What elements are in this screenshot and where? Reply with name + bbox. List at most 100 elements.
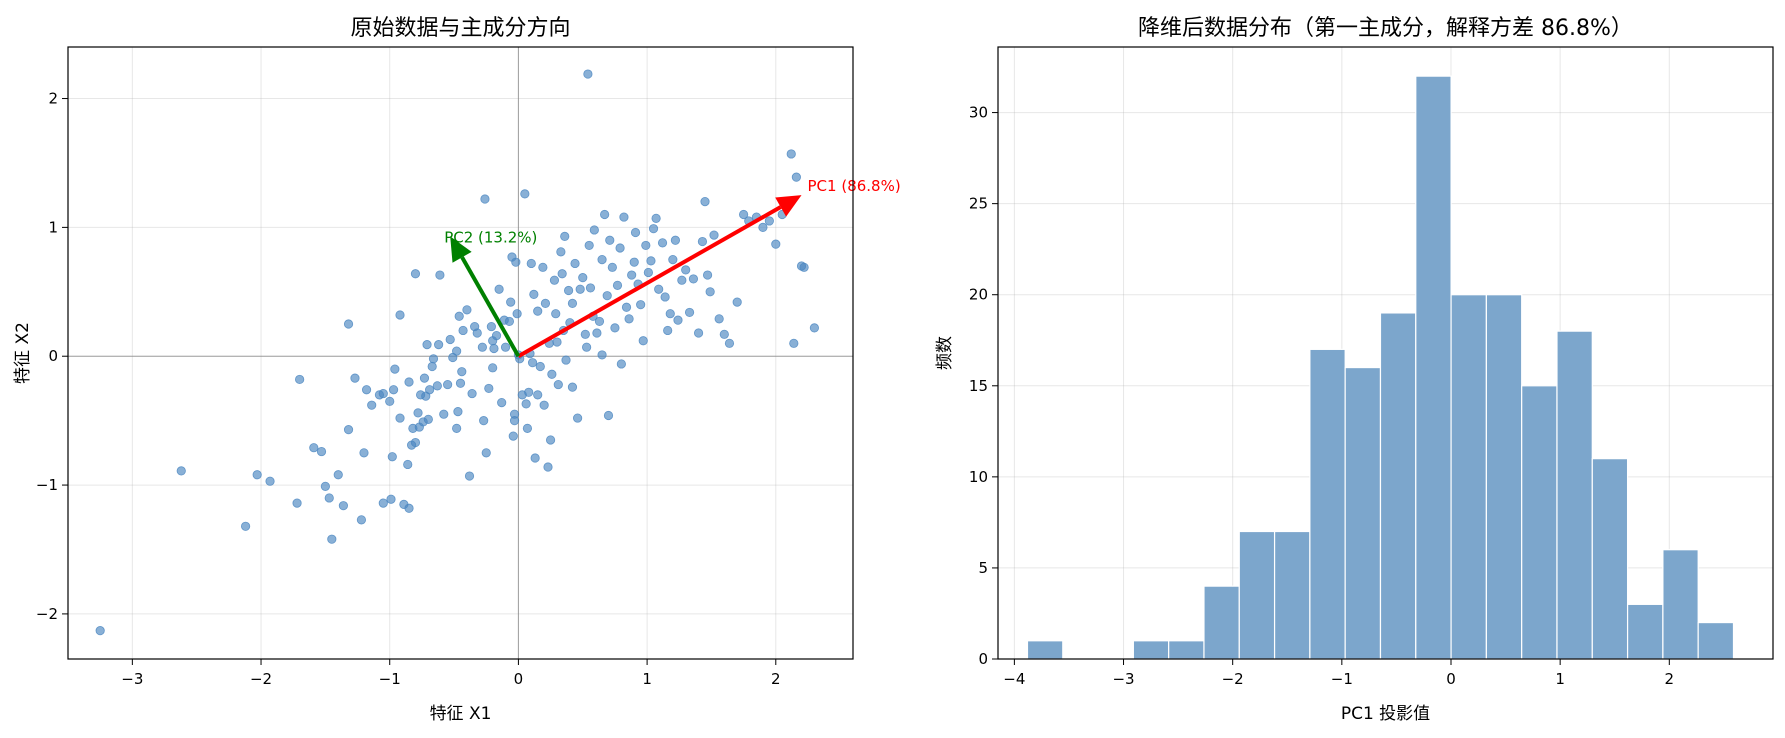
scatter-point [395,413,405,423]
scatter-point [809,323,819,333]
scatter-point [458,325,468,336]
scatter-point [673,315,683,325]
scatter-point [443,379,453,390]
scatter-point [791,172,801,182]
scatter-point [333,470,343,480]
left-chart-panel: PC1 (86.8%) PC2 (13.2%) −3 −2 −1 0 1 2 −2 −1 0 1 2… [13,16,901,724]
scatter-point [320,481,330,491]
scatter-point [388,385,399,395]
scatter-point [583,69,593,79]
scatter-point [547,369,557,379]
scatter-point [570,258,580,269]
scatter-point [419,373,430,383]
scatter-point [702,270,713,280]
scatter-point [563,285,574,296]
right-x-tick-label: −4 [1003,670,1025,688]
scatter-point [395,310,405,320]
scatter-point [700,197,710,207]
scatter-point [486,321,496,332]
scatter-point [600,209,610,220]
scatter-point [597,350,607,360]
left-x-ticks: −3 −2 −1 0 1 2 [121,659,781,688]
scatter-point [684,307,695,318]
right-y-tick-label: 20 [969,286,988,304]
left-y-axis-label: 特征 X2 [13,322,33,384]
scatter-point [624,314,634,324]
scatter-point [457,367,467,377]
histogram-bar [1662,549,1699,660]
scatter-point [688,274,699,284]
scatter-point [697,236,708,247]
scatter-point [327,534,337,544]
left-x-tick-label: 2 [771,670,781,688]
scatter-point [422,340,432,350]
scatter-point [630,227,641,238]
scatter-point [636,300,646,310]
scatter-point [597,254,607,265]
scatter-point [452,346,462,356]
left-y-tick-label: 2 [48,90,58,108]
scatter-point [454,311,464,321]
right-plot-frame [997,46,1774,660]
histogram-bar [1485,294,1523,660]
scatter-point [670,235,681,245]
scatter-point [477,342,487,352]
left-y-tick-label: −2 [36,605,58,623]
scatter-point [553,379,563,390]
scatter-point [660,292,670,302]
histogram-bar [1591,458,1629,660]
histogram-bar [1203,585,1240,660]
right-y-tick-label: 15 [969,377,988,395]
scatter-point [338,501,348,511]
scatter-point [629,257,639,267]
scatter-point [530,453,540,463]
scatter-point [585,283,596,293]
scatter-point [551,309,561,319]
scatter-point [524,387,534,397]
scatter-point [522,423,533,433]
scatter-point [573,413,583,423]
scatter-point [771,239,781,249]
scatter-point [705,287,715,297]
scatter-point [764,216,774,226]
scatter-point [582,342,592,352]
scatter-point [494,284,504,294]
scatter-point [709,230,719,240]
scatter-point [434,340,444,350]
left-x-tick-label: −1 [379,670,401,688]
scatter-point [520,189,530,199]
scatter-point [410,437,421,448]
scatter-point [594,316,605,327]
left-x-tick-label: −3 [121,670,143,688]
scatter-point [529,289,539,299]
scatter-point [668,254,678,265]
scatter-point [714,314,724,324]
right-y-tick-label: 0 [978,650,988,668]
scatter-point [799,262,809,272]
scatter-point [580,329,590,339]
scatter-point [512,309,522,319]
scatter-point [739,209,749,220]
right-chart-panel: −4 −3 −2 −1 0 1 2 0 5 10 15 20 25 30 降维后数据分布（第一主成分，解… [935,16,1774,724]
scatter-point [500,342,511,352]
scatter-point [472,328,482,338]
scatter-point [479,416,489,426]
scatter-point [592,328,602,338]
right-y-ticks: 0 5 10 15 20 25 30 [969,104,998,668]
left-y-tick-label: 1 [48,218,58,236]
scatter-point [506,297,516,307]
scatter-point [343,425,354,435]
scatter-point [560,231,570,241]
scatter-point [643,267,653,278]
scatter-point [511,257,521,267]
scatter-point [292,498,302,508]
histogram-bar [1556,330,1593,660]
pc2-arrow-label: PC2 (13.2%) [444,228,537,246]
pc2-arrow-shaft [460,256,521,358]
scatter-point [605,235,615,245]
scatter-point [719,329,729,339]
scatter-point [404,377,414,387]
left-pc-arrows: PC1 (86.8%) PC2 (13.2%) [444,177,901,358]
scatter-point [535,361,545,372]
